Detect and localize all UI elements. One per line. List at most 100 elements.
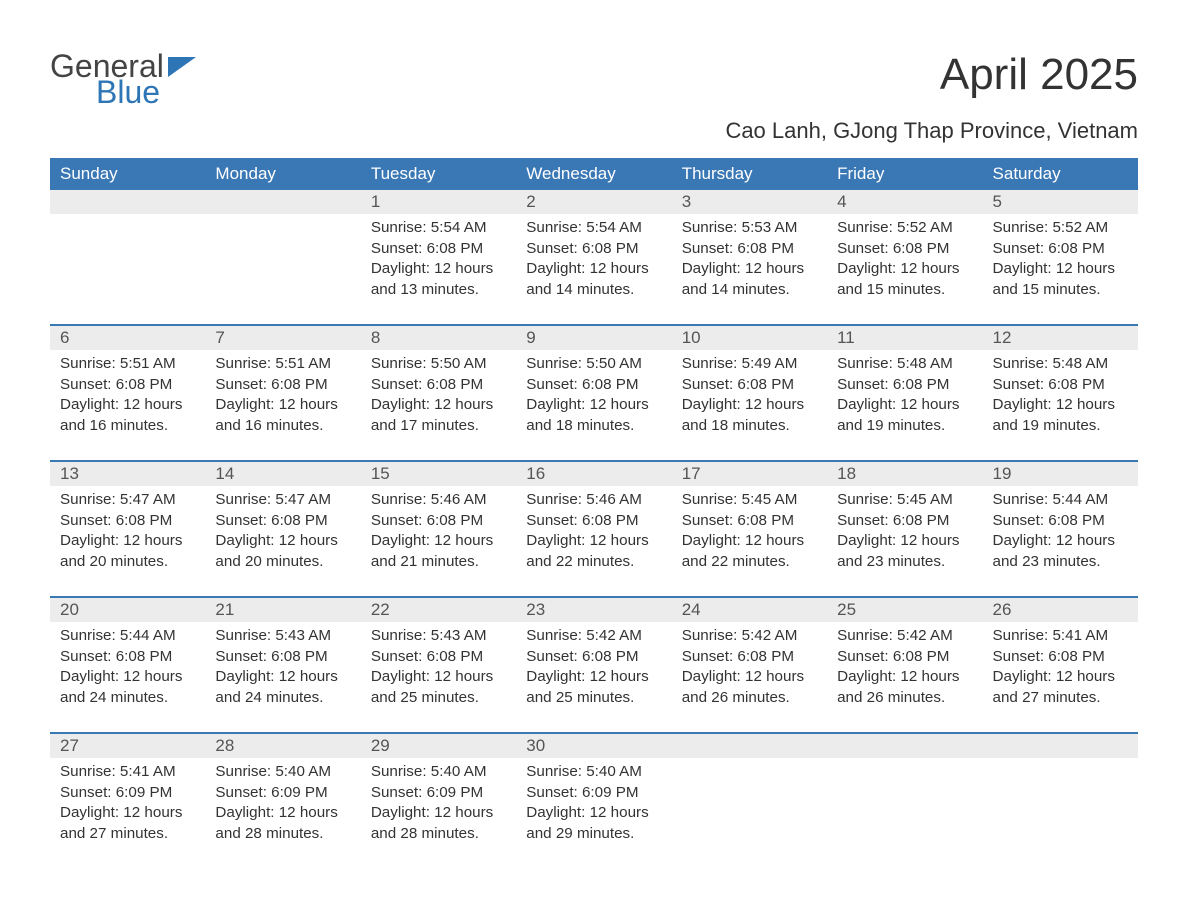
day-cell: Sunrise: 5:53 AMSunset: 6:08 PMDaylight:… [672,214,827,324]
sunrise-text: Sunrise: 5:40 AM [215,762,350,783]
day-number: 24 [672,598,827,622]
day-number: 2 [516,190,671,214]
day-number-row: 6789101112 [50,326,1138,350]
sunset-text: Sunset: 6:08 PM [371,239,506,260]
sunset-text: Sunset: 6:09 PM [371,783,506,804]
location-subtitle: Cao Lanh, GJong Thap Province, Vietnam [725,118,1138,144]
brand-name-part2: Blue [96,76,196,108]
day-cell [672,758,827,868]
sunset-text: Sunset: 6:08 PM [682,239,817,260]
sunset-text: Sunset: 6:09 PM [215,783,350,804]
day-cell [50,214,205,324]
day-number: 8 [361,326,516,350]
day-number [983,734,1138,758]
weekday-header: Tuesday [361,158,516,190]
daylight-text: Daylight: 12 hours and 27 minutes. [60,803,195,844]
daylight-text: Daylight: 12 hours and 27 minutes. [993,667,1128,708]
title-block: April 2025 Cao Lanh, GJong Thap Province… [725,50,1138,144]
day-number: 28 [205,734,360,758]
sunrise-text: Sunrise: 5:48 AM [837,354,972,375]
daylight-text: Daylight: 12 hours and 23 minutes. [993,531,1128,572]
sunset-text: Sunset: 6:08 PM [993,647,1128,668]
daylight-text: Daylight: 12 hours and 24 minutes. [215,667,350,708]
sunrise-text: Sunrise: 5:54 AM [526,218,661,239]
daylight-text: Daylight: 12 hours and 14 minutes. [682,259,817,300]
day-cell: Sunrise: 5:50 AMSunset: 6:08 PMDaylight:… [361,350,516,460]
sunset-text: Sunset: 6:08 PM [60,647,195,668]
sunset-text: Sunset: 6:09 PM [60,783,195,804]
day-cell: Sunrise: 5:47 AMSunset: 6:08 PMDaylight:… [50,486,205,596]
day-number: 22 [361,598,516,622]
day-number: 15 [361,462,516,486]
day-details-row: Sunrise: 5:54 AMSunset: 6:08 PMDaylight:… [50,214,1138,324]
day-number: 5 [983,190,1138,214]
day-number: 13 [50,462,205,486]
day-number-row: 27282930 [50,734,1138,758]
sunset-text: Sunset: 6:08 PM [371,511,506,532]
day-cell: Sunrise: 5:51 AMSunset: 6:08 PMDaylight:… [205,350,360,460]
day-number [827,734,982,758]
weekday-header: Monday [205,158,360,190]
day-number: 12 [983,326,1138,350]
daylight-text: Daylight: 12 hours and 16 minutes. [215,395,350,436]
daylight-text: Daylight: 12 hours and 29 minutes. [526,803,661,844]
day-cell: Sunrise: 5:44 AMSunset: 6:08 PMDaylight:… [983,486,1138,596]
day-cell: Sunrise: 5:40 AMSunset: 6:09 PMDaylight:… [205,758,360,868]
sunset-text: Sunset: 6:08 PM [837,511,972,532]
weekday-header: Thursday [672,158,827,190]
sunrise-text: Sunrise: 5:50 AM [371,354,506,375]
day-number: 25 [827,598,982,622]
day-cell: Sunrise: 5:43 AMSunset: 6:08 PMDaylight:… [205,622,360,732]
sunrise-text: Sunrise: 5:47 AM [215,490,350,511]
month-title: April 2025 [725,50,1138,100]
day-cell: Sunrise: 5:54 AMSunset: 6:08 PMDaylight:… [516,214,671,324]
sunset-text: Sunset: 6:08 PM [837,239,972,260]
daylight-text: Daylight: 12 hours and 20 minutes. [60,531,195,572]
day-number: 9 [516,326,671,350]
day-cell: Sunrise: 5:45 AMSunset: 6:08 PMDaylight:… [672,486,827,596]
daylight-text: Daylight: 12 hours and 22 minutes. [682,531,817,572]
sunset-text: Sunset: 6:08 PM [371,375,506,396]
sunrise-text: Sunrise: 5:45 AM [682,490,817,511]
sunset-text: Sunset: 6:08 PM [682,511,817,532]
day-cell: Sunrise: 5:51 AMSunset: 6:08 PMDaylight:… [50,350,205,460]
day-number: 10 [672,326,827,350]
sunrise-text: Sunrise: 5:45 AM [837,490,972,511]
weekday-header: Wednesday [516,158,671,190]
daylight-text: Daylight: 12 hours and 21 minutes. [371,531,506,572]
sunrise-text: Sunrise: 5:40 AM [526,762,661,783]
day-number: 7 [205,326,360,350]
day-cell: Sunrise: 5:54 AMSunset: 6:08 PMDaylight:… [361,214,516,324]
daylight-text: Daylight: 12 hours and 16 minutes. [60,395,195,436]
day-cell: Sunrise: 5:47 AMSunset: 6:08 PMDaylight:… [205,486,360,596]
weekday-header-row: Sunday Monday Tuesday Wednesday Thursday… [50,158,1138,190]
day-cell: Sunrise: 5:42 AMSunset: 6:08 PMDaylight:… [827,622,982,732]
sunrise-text: Sunrise: 5:48 AM [993,354,1128,375]
sunrise-text: Sunrise: 5:44 AM [993,490,1128,511]
daylight-text: Daylight: 12 hours and 15 minutes. [993,259,1128,300]
day-cell: Sunrise: 5:49 AMSunset: 6:08 PMDaylight:… [672,350,827,460]
daylight-text: Daylight: 12 hours and 17 minutes. [371,395,506,436]
day-number: 1 [361,190,516,214]
sunrise-text: Sunrise: 5:52 AM [837,218,972,239]
day-number: 18 [827,462,982,486]
sunset-text: Sunset: 6:08 PM [993,239,1128,260]
daylight-text: Daylight: 12 hours and 23 minutes. [837,531,972,572]
day-details-row: Sunrise: 5:47 AMSunset: 6:08 PMDaylight:… [50,486,1138,596]
sunrise-text: Sunrise: 5:44 AM [60,626,195,647]
sunrise-text: Sunrise: 5:41 AM [60,762,195,783]
weekday-header: Saturday [983,158,1138,190]
day-details-row: Sunrise: 5:41 AMSunset: 6:09 PMDaylight:… [50,758,1138,868]
sunset-text: Sunset: 6:08 PM [837,375,972,396]
sunrise-text: Sunrise: 5:50 AM [526,354,661,375]
day-number [672,734,827,758]
sunset-text: Sunset: 6:08 PM [682,647,817,668]
day-cell: Sunrise: 5:50 AMSunset: 6:08 PMDaylight:… [516,350,671,460]
daylight-text: Daylight: 12 hours and 26 minutes. [837,667,972,708]
sunset-text: Sunset: 6:08 PM [526,375,661,396]
day-number: 21 [205,598,360,622]
day-number: 17 [672,462,827,486]
day-number: 11 [827,326,982,350]
daylight-text: Daylight: 12 hours and 20 minutes. [215,531,350,572]
sunset-text: Sunset: 6:08 PM [60,511,195,532]
